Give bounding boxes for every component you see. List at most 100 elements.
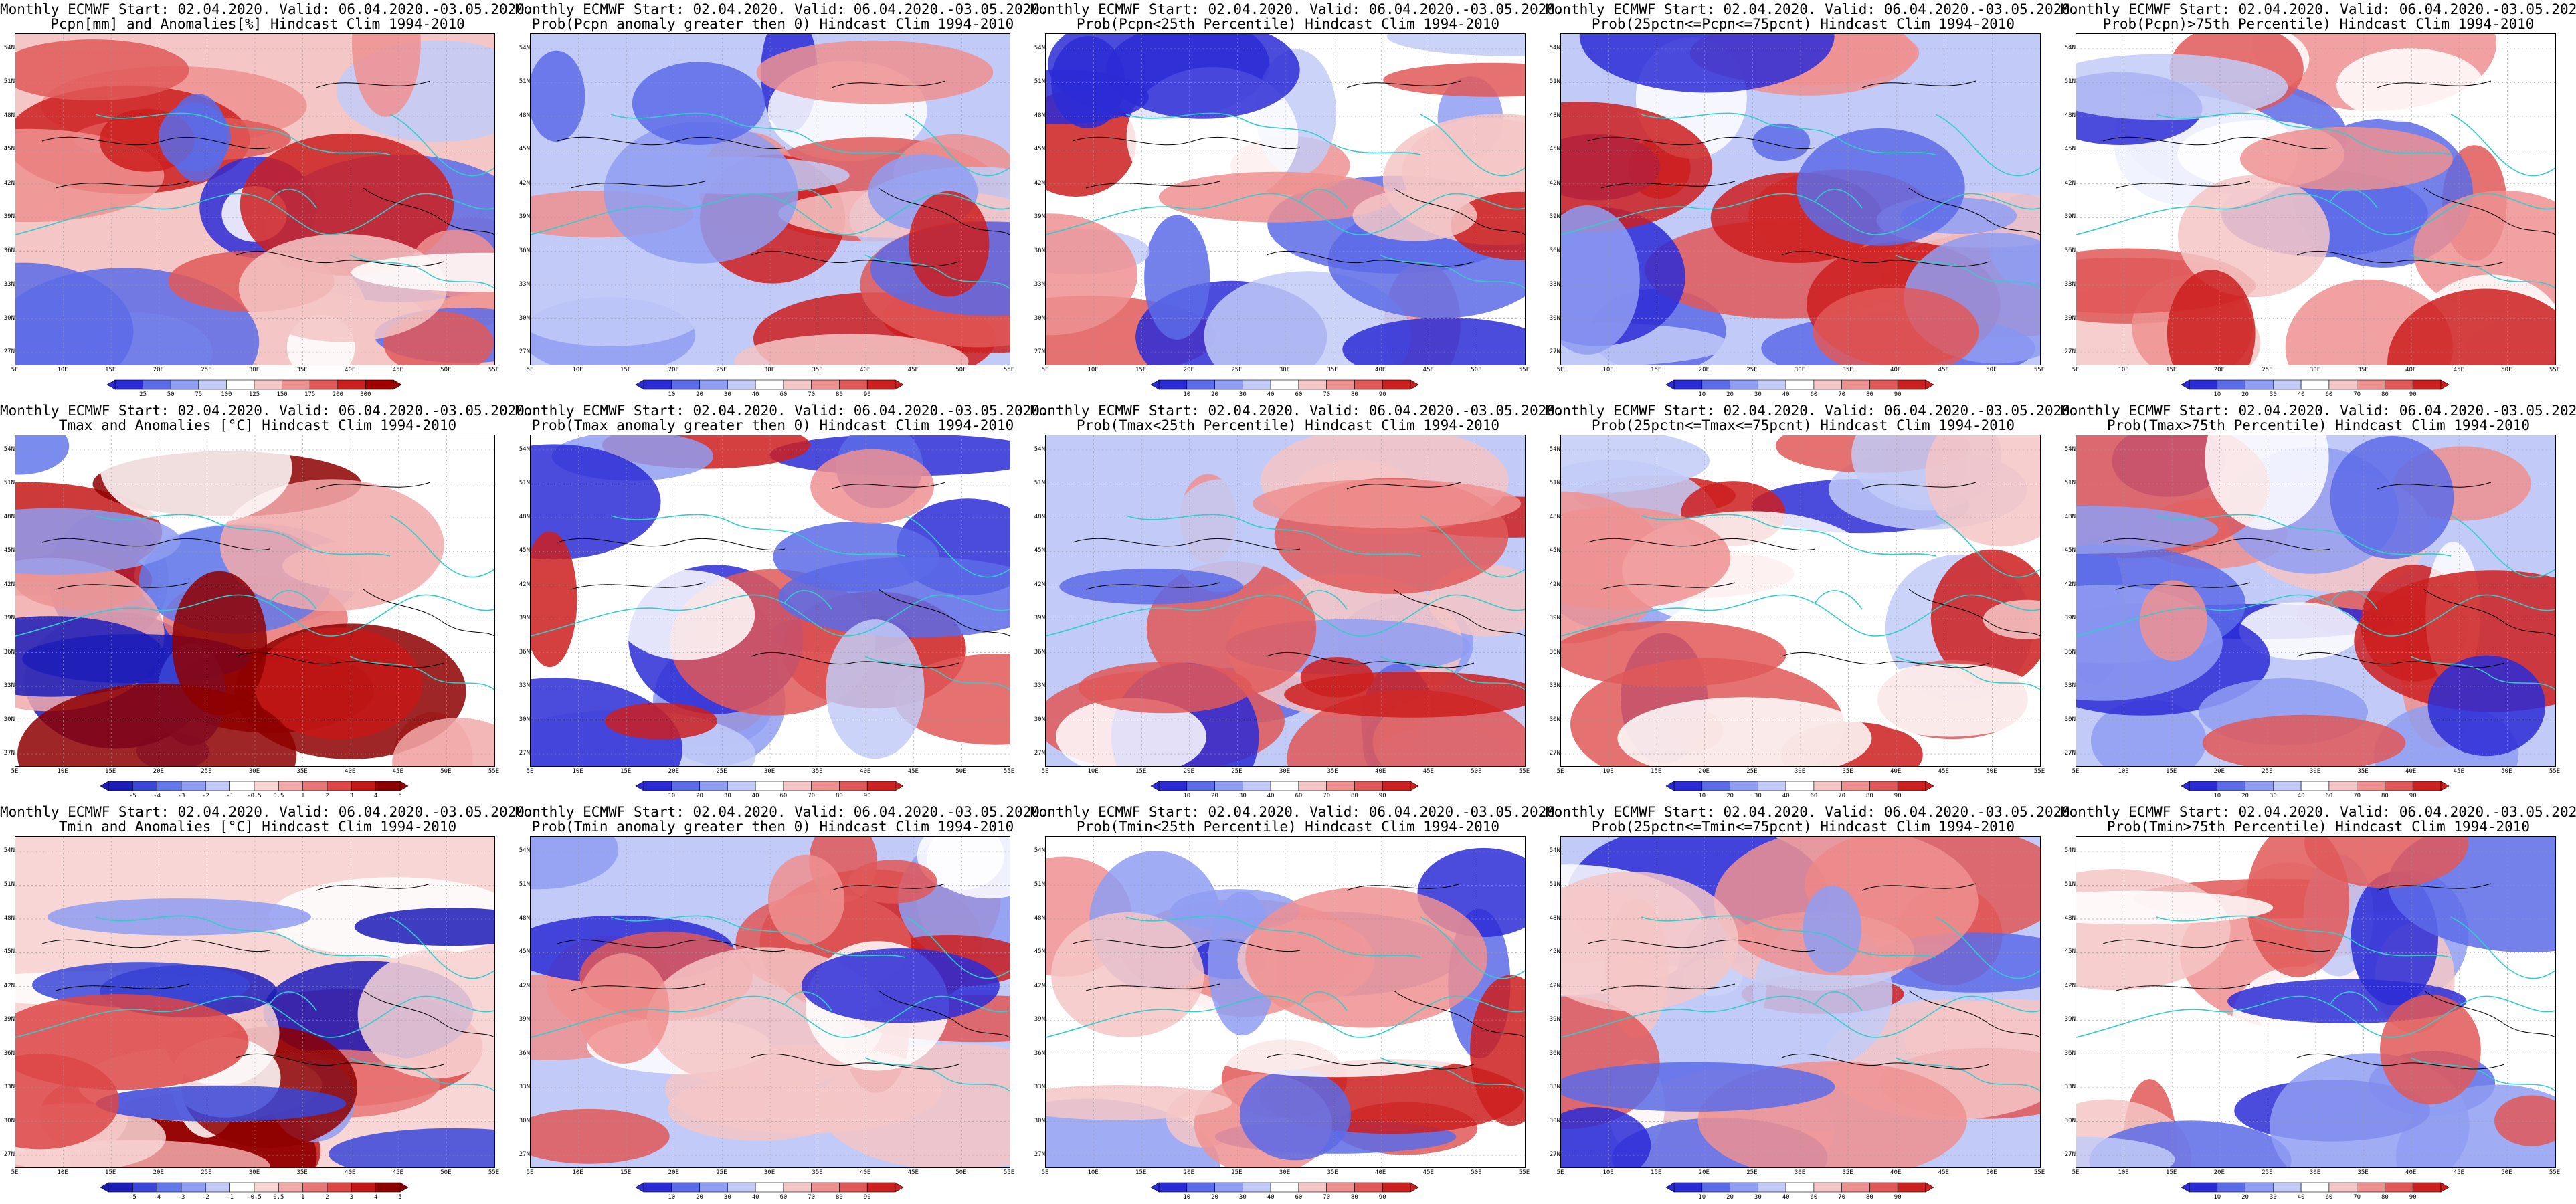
colorbar-tick-label: 10 — [1183, 793, 1191, 799]
lon-tick-label: 5E — [1556, 1169, 1564, 1176]
colorbar-swatch — [699, 781, 728, 791]
forecast-map — [1045, 33, 1526, 365]
colorbar-swatch — [1382, 1182, 1411, 1193]
colorbar-swatch — [1243, 781, 1271, 791]
colorbar-tick-label: 1 — [300, 1194, 305, 1201]
colorbar-tick-label: -3 — [177, 1194, 185, 1201]
lon-tick-label: 10E — [57, 1169, 68, 1176]
colorbar-swatch — [1382, 781, 1411, 791]
lon-tick-label: 40E — [345, 367, 356, 373]
colorbar-swatch — [2412, 781, 2442, 791]
shaded-field-blob — [1855, 663, 2040, 737]
lat-tick-label: 54N — [3, 847, 15, 854]
lat-tick-label: 33N — [2064, 281, 2076, 288]
shaded-field-blob — [354, 908, 494, 946]
contour-path — [1072, 482, 1525, 668]
colorbar-tick-label: 70 — [2353, 391, 2361, 398]
lon-tick-label: 35E — [1842, 1169, 1853, 1176]
colorbar-swatch — [866, 379, 896, 390]
lon-tick-label: 5E — [1041, 367, 1049, 373]
colorbar-swatch — [2217, 379, 2245, 390]
forecast-map — [2076, 33, 2556, 365]
colorbar-tick-label: 20 — [696, 793, 703, 799]
lon-tick-label: 55E — [1003, 367, 1015, 373]
map-panel: Monthly ECMWF Start: 02.04.2020. Valid: … — [1030, 803, 1564, 1204]
colorbar-swatch — [2273, 379, 2302, 390]
map-panel: Monthly ECMWF Start: 02.04.2020. Valid: … — [2061, 401, 2576, 803]
lat-tick-label: 42N — [1549, 179, 1560, 187]
lon-tick-label: 10E — [1087, 1169, 1099, 1176]
colorbar-tick-label: 70 — [1838, 793, 1846, 799]
forecast-map — [2076, 836, 2556, 1168]
colorbar-swatch — [643, 379, 672, 390]
colorbar-swatch — [643, 1182, 672, 1193]
shaded-field-blob — [632, 62, 765, 145]
map-panel: Monthly ECMWF Start: 02.04.2020. Valid: … — [1030, 0, 1564, 401]
colorbar-tick-label: 80 — [1866, 1194, 1873, 1201]
shaded-field-blob — [1046, 1085, 1232, 1120]
colorbar-swatch — [1701, 781, 1730, 791]
contour-path — [1587, 80, 2040, 267]
coastline-path — [531, 915, 1010, 1092]
panel-title-line2: Prob(Tmax<25th Percentile) Hindcast Clim… — [1076, 417, 1500, 433]
lat-tick-label: 51N — [1549, 881, 1560, 888]
lon-tick-label: 50E — [1471, 768, 1482, 775]
shaded-field-blob — [1206, 1028, 1467, 1078]
lat-tick-label: 51N — [2064, 480, 2076, 487]
shaded-field-blob — [1561, 871, 1739, 1011]
lat-tick-label: 36N — [519, 1049, 530, 1057]
shaded-field-blob — [531, 50, 585, 142]
colorbar-tick-label: 70 — [1323, 793, 1331, 799]
lon-tick-label: 5E — [526, 768, 534, 775]
lon-tick-label: 10E — [572, 367, 583, 373]
lon-tick-label: 50E — [1986, 1169, 1997, 1176]
lon-tick-label: 55E — [1518, 367, 1530, 373]
lat-tick-label: 51N — [519, 480, 530, 487]
colorbar-swatch — [1673, 781, 1703, 791]
lat-tick-label: 39N — [3, 213, 15, 221]
lon-tick-label: 45E — [392, 1169, 403, 1176]
coastline-path — [15, 112, 494, 289]
colorbar-swatch — [2273, 1182, 2302, 1193]
colorbar-swatch — [2357, 379, 2385, 390]
colorbar-swatch — [1869, 1182, 1898, 1193]
lon-tick-label: 30E — [1279, 768, 1291, 775]
colorbar-swatch — [1758, 1182, 1786, 1193]
colorbar-tick-label: 60 — [779, 391, 788, 398]
colorbar-swatch — [1841, 781, 1870, 791]
colorbar-low-arrow — [1150, 781, 1160, 791]
lon-tick-label: 35E — [296, 768, 308, 775]
lat-tick-label: 30N — [1549, 1117, 1560, 1124]
shaded-field-blob — [17, 683, 297, 766]
panel-title-line2: Prob(Pcpn<25th Percentile) Hindcast Clim… — [1076, 16, 1500, 32]
colorbar — [635, 781, 904, 791]
map-field-svg — [1046, 435, 1525, 766]
colorbar-swatch — [351, 1182, 376, 1193]
colorbar-swatch — [2357, 781, 2385, 791]
shaded-field-blob — [2139, 580, 2207, 661]
colorbar-swatch — [170, 379, 199, 390]
colorbar-swatch — [181, 781, 206, 791]
lat-tick-label: 42N — [1549, 982, 1560, 989]
colorbar-swatch — [254, 781, 279, 791]
lat-tick-label: 27N — [1034, 1151, 1045, 1158]
colorbar-swatch — [282, 379, 310, 390]
colorbar-swatch — [783, 1182, 812, 1193]
shaded-field-blob — [254, 627, 422, 740]
lat-tick-label: 27N — [3, 348, 15, 355]
colorbar-tick-label: -5 — [128, 793, 136, 799]
colorbar-swatch — [337, 379, 366, 390]
lon-tick-label: 40E — [860, 367, 871, 373]
colorbar-tick-label: 40 — [751, 793, 759, 799]
lat-tick-label: 30N — [519, 716, 530, 723]
lat-tick-label: 45N — [3, 948, 15, 956]
forecast-map — [15, 836, 495, 1168]
shaded-field-blob — [531, 444, 661, 560]
colorbar-tick-label: -5 — [128, 1194, 136, 1201]
colorbar-swatch — [309, 379, 339, 390]
lon-tick-label: 30E — [2309, 1169, 2321, 1176]
lat-tick-label: 27N — [1549, 348, 1560, 355]
colorbar-tick-label: 2 — [325, 793, 329, 799]
map-field-svg — [531, 837, 1010, 1167]
map-field-svg — [15, 837, 494, 1167]
